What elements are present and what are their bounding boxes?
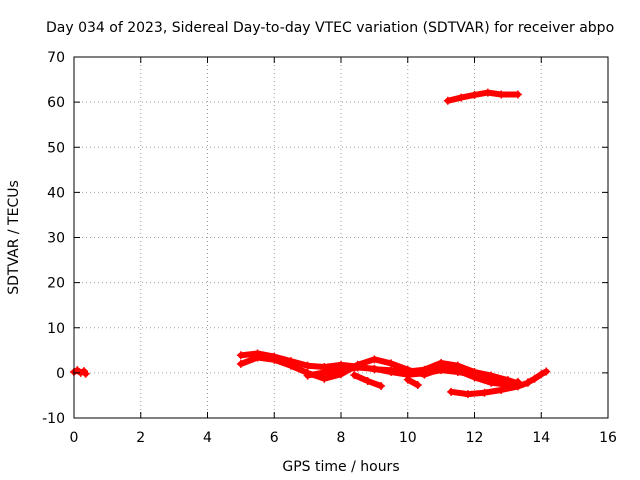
data-point xyxy=(447,387,456,396)
grid xyxy=(74,57,608,418)
data-point xyxy=(337,366,345,375)
data-point xyxy=(470,370,479,379)
y-tick-label: -10 xyxy=(42,411,65,427)
y-tick-label: 50 xyxy=(47,140,65,156)
data-point xyxy=(420,369,429,378)
data-point xyxy=(437,358,446,367)
data-point xyxy=(513,382,522,391)
x-tick-label: 0 xyxy=(70,430,79,446)
data-point xyxy=(363,376,372,385)
data-point xyxy=(523,378,532,387)
y-tick-label: 70 xyxy=(47,50,65,66)
data-point xyxy=(286,357,295,366)
data-point xyxy=(457,93,466,102)
y-tick-label: 30 xyxy=(47,231,65,247)
data-point xyxy=(437,366,446,375)
data-point xyxy=(470,90,479,99)
data-series xyxy=(70,88,551,399)
data-trace xyxy=(404,376,421,389)
data-point xyxy=(513,90,522,99)
x-tick-label: 2 xyxy=(136,430,145,446)
data-point xyxy=(403,375,412,384)
x-tick-label: 12 xyxy=(466,430,484,446)
data-point xyxy=(350,371,359,380)
data-trace xyxy=(524,368,550,386)
data-point xyxy=(303,371,312,380)
data-trace xyxy=(444,89,521,104)
data-point xyxy=(236,359,245,368)
data-point xyxy=(537,370,546,379)
data-point xyxy=(542,367,551,376)
data-point xyxy=(370,355,379,364)
chart-title: Day 034 of 2023, Sidereal Day-to-day VTE… xyxy=(46,20,614,36)
data-point xyxy=(303,361,312,370)
data-point xyxy=(497,90,506,99)
data-point xyxy=(81,369,90,378)
y-tick-label: 40 xyxy=(47,185,65,201)
data-point xyxy=(253,349,262,358)
data-point xyxy=(443,96,452,105)
y-axis-title: SDTVAR / TECUs xyxy=(6,180,22,295)
y-tick-label: 10 xyxy=(47,321,65,337)
x-tick-label: 4 xyxy=(203,430,212,446)
x-tick-label: 14 xyxy=(532,430,550,446)
data-point xyxy=(353,363,362,372)
data-point xyxy=(387,367,396,376)
data-point xyxy=(320,368,329,377)
data-point xyxy=(487,373,496,382)
y-tick-label: 0 xyxy=(56,366,65,382)
data-point xyxy=(483,88,492,97)
x-tick-label: 10 xyxy=(399,430,417,446)
data-point xyxy=(503,376,512,385)
data-point xyxy=(530,374,539,383)
data-point xyxy=(413,381,422,390)
x-tick-label: 8 xyxy=(337,430,346,446)
x-tick-label: 6 xyxy=(270,430,279,446)
data-point xyxy=(463,390,472,399)
data-point xyxy=(453,367,462,376)
data-point xyxy=(497,386,506,395)
y-tick-label: 60 xyxy=(47,95,65,111)
data-point xyxy=(236,351,245,360)
axis-ticks: 0 2 4 6 8 10 12 14 16 -10 0 10 20 30 40 50 60 70 xyxy=(42,50,617,446)
y-tick-label: 20 xyxy=(47,276,65,292)
x-tick-label: 16 xyxy=(599,430,617,446)
data-trace xyxy=(237,354,521,388)
x-axis-title: GPS time / hours xyxy=(282,459,399,475)
data-point xyxy=(377,381,386,390)
data-point xyxy=(370,364,379,373)
data-point xyxy=(270,352,279,361)
data-point xyxy=(480,388,489,397)
data-point xyxy=(387,359,396,368)
